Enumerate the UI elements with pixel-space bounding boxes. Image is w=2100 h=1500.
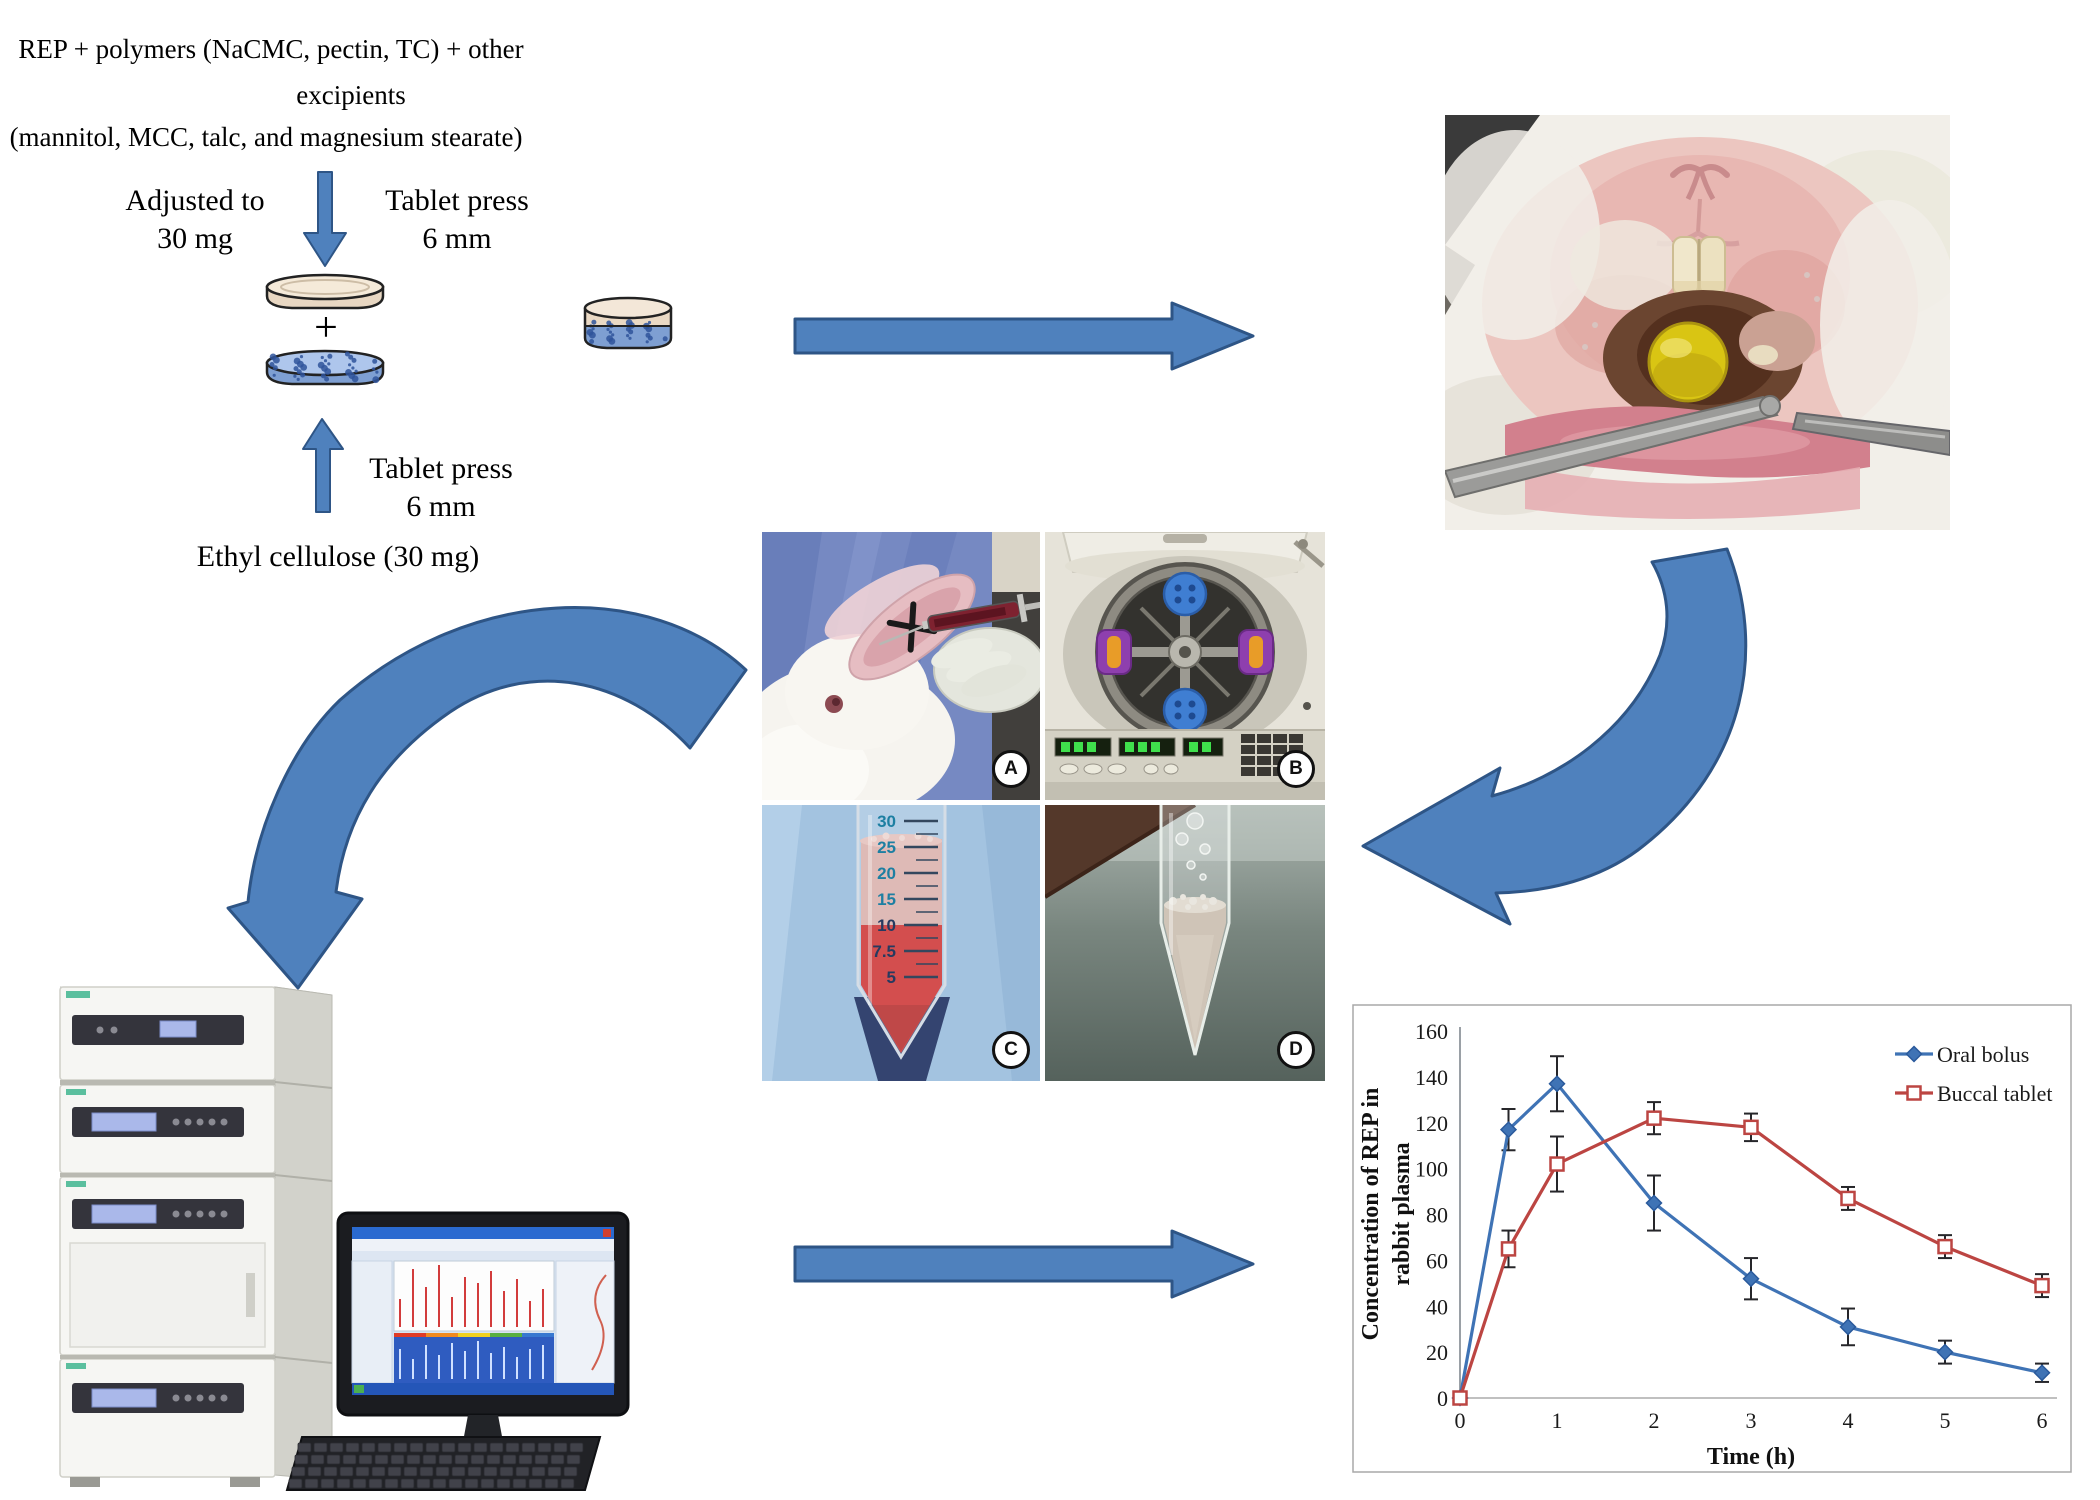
formulation-line1: REP + polymers (NaCMC, pectin, TC) + oth… xyxy=(18,34,524,64)
keyboard xyxy=(285,1436,602,1491)
svg-text:100: 100 xyxy=(1415,1157,1448,1182)
pk-chart: 0 20 40 60 80 100 120 140 160 0 1 2 3 4 5 6 Time (h) Conc… xyxy=(1352,1004,2072,1479)
photo-d-badge: D xyxy=(1277,1031,1315,1069)
photo-a-badge: A xyxy=(992,750,1030,788)
photo-c-badge: C xyxy=(992,1031,1030,1069)
tablet-press-top-line2: 6 mm xyxy=(422,222,492,255)
svg-text:40: 40 xyxy=(1426,1294,1448,1319)
pk-chart-svg: 0 20 40 60 80 100 120 140 160 0 1 2 3 4 5 6 Time (h) Conc… xyxy=(1352,1004,2072,1473)
svg-text:140: 140 xyxy=(1415,1065,1448,1090)
tablet-press-bottom-line1: Tablet press xyxy=(369,452,513,485)
ethyl-cellulose-label: Ethyl cellulose (30 mg) xyxy=(196,540,480,573)
svg-text:20: 20 xyxy=(1426,1340,1448,1365)
tablet-press-bottom-label: Tablet press 6 mm xyxy=(369,450,513,526)
svg-text:1: 1 xyxy=(1552,1408,1563,1433)
svg-text:15: 15 xyxy=(877,890,896,909)
tablet-press-bottom-line2: 6 mm xyxy=(406,490,476,523)
process-arrow-top-icon xyxy=(793,301,1255,371)
svg-text:7.5: 7.5 xyxy=(872,942,896,961)
svg-text:10: 10 xyxy=(877,916,896,935)
svg-text:Buccal tablet: Buccal tablet xyxy=(1937,1081,2052,1106)
svg-text:25: 25 xyxy=(877,838,896,857)
svg-text:6: 6 xyxy=(2037,1408,2048,1433)
adjusted-to-line2: 30 mg xyxy=(157,222,233,255)
adjusted-to-line1: Adjusted to xyxy=(125,184,265,217)
svg-text:160: 160 xyxy=(1415,1019,1448,1044)
svg-text:5: 5 xyxy=(1940,1408,1951,1433)
svg-text:20: 20 xyxy=(877,864,896,883)
photo-b-centrifuge: B xyxy=(1045,532,1325,800)
curved-arrow-left-icon xyxy=(226,606,748,990)
svg-text:60: 60 xyxy=(1426,1248,1448,1273)
svg-text:30: 30 xyxy=(877,812,896,831)
monitor xyxy=(336,1211,630,1463)
formulation-line3: (mannitol, MCC, talc, and magnesium stea… xyxy=(9,122,523,152)
photo-a-rabbit-blood-draw: A xyxy=(762,532,1040,800)
svg-text:Concentration of REP in: Concentration of REP in xyxy=(1358,1088,1384,1341)
rep-tablet-icon xyxy=(265,273,385,310)
svg-text:4: 4 xyxy=(1843,1408,1854,1433)
adjusted-to-label: Adjusted to 30 mg xyxy=(125,182,264,258)
svg-text:3: 3 xyxy=(1746,1408,1757,1433)
tablet-press-top-label: Tablet press 6 mm xyxy=(385,182,529,258)
photo-c-blood-tube: 30 25 20 15 10 7.5 5 C xyxy=(762,805,1040,1081)
plus-sign: + xyxy=(314,305,338,351)
svg-text:0: 0 xyxy=(1455,1408,1466,1433)
svg-text:Time (h): Time (h) xyxy=(1707,1444,1795,1470)
bilayer-tablet-icon xyxy=(583,296,673,350)
svg-text:120: 120 xyxy=(1415,1111,1448,1136)
svg-text:2: 2 xyxy=(1649,1408,1660,1433)
hplc-system xyxy=(40,975,640,1500)
svg-text:5: 5 xyxy=(887,968,896,987)
process-arrow-bottom-icon xyxy=(793,1229,1255,1299)
formulation-line2: excipients xyxy=(296,80,406,110)
tablet-press-top-line1: Tablet press xyxy=(385,184,529,217)
ethyl-tablet-icon xyxy=(265,349,385,386)
photo-b-badge: B xyxy=(1277,750,1315,788)
photo-rabbit-mouth-buccal-tablet xyxy=(1445,115,1950,530)
curved-arrow-right-icon xyxy=(1361,547,1748,926)
up-arrow-icon xyxy=(302,418,344,513)
svg-text:rabbit plasma: rabbit plasma xyxy=(1389,1142,1415,1285)
photo-d-plasma-tube: D xyxy=(1045,805,1325,1081)
down-arrow-icon xyxy=(303,171,347,267)
svg-text:0: 0 xyxy=(1437,1386,1448,1411)
svg-text:80: 80 xyxy=(1426,1203,1448,1228)
svg-text:Oral bolus: Oral bolus xyxy=(1937,1042,2029,1067)
